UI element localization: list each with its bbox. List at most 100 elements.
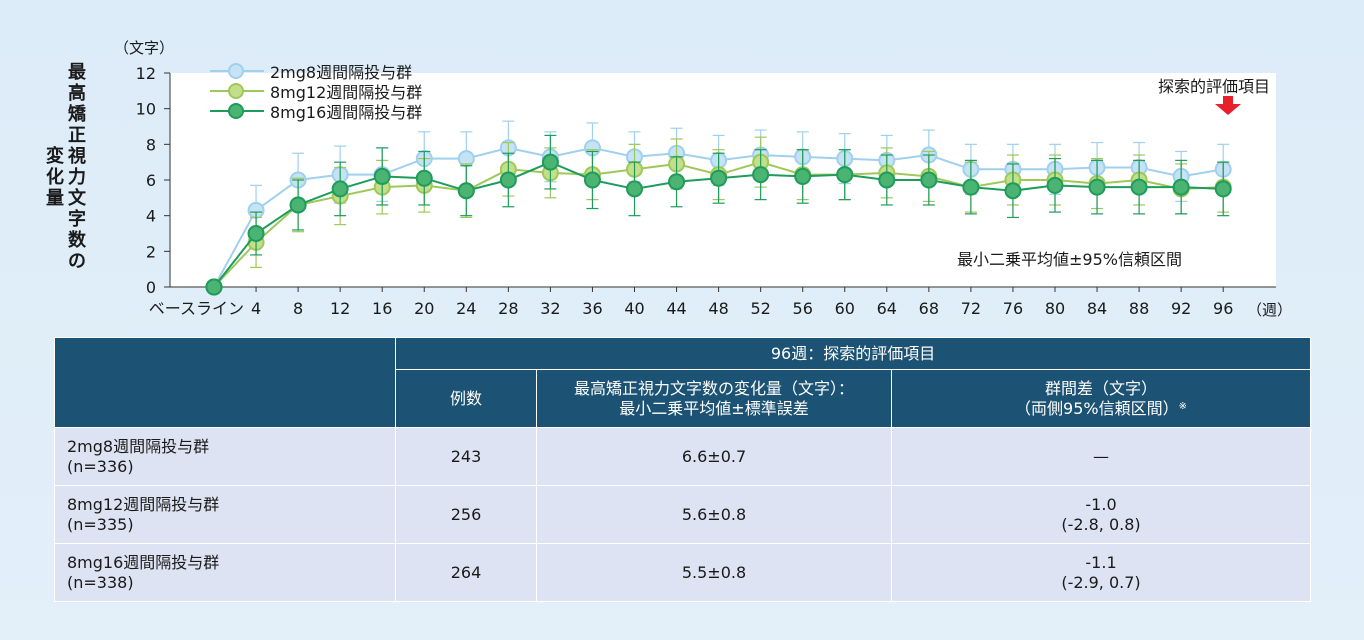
data-point [1046,176,1064,194]
legend-item: 8mg12週間隔投与群 [210,81,423,102]
x-tick-label: 40 [624,299,644,318]
footnote-mark: ※ [1178,400,1187,412]
y-tick-label: 6 [146,171,156,190]
table-header-row: 96週：探索的評価項目 [54,337,1312,428]
group-name: 8mg16週間隔投与群 [67,552,220,572]
data-point [710,169,728,187]
data-point [541,153,559,171]
header-blank [54,337,396,428]
table-row: 2mg8週間隔投与群 (n=336) 243 6.6±0.7 — [54,427,1312,486]
y-tick-label: 0 [146,278,156,297]
y-axis-unit: （文字） [114,39,175,57]
chart-area: 0 2 4 6 8 10 12 ベースライン 4 8 12 16 20 24 28 32 36 40 44 48 52 5… [46,39,1293,319]
legend-swatch-icon [210,101,264,121]
x-tick-label: 56 [793,299,813,318]
header-diff-line2: （両側95%信頼区間） [1015,398,1179,418]
x-tick-label: 80 [1045,299,1065,318]
data-point [668,173,686,191]
data-point [752,166,770,184]
diff-value: — [1093,446,1110,466]
legend-label: 2mg8週間隔投与群 [270,63,413,82]
x-tick-label: 44 [666,299,686,318]
diff-cell: -1.0 (-2.8, 0.8) [890,485,1312,544]
baseline-point [205,278,223,296]
y-axis-title-2: 変化量 [46,146,64,209]
x-tick-label: 32 [540,299,560,318]
group-cell: 8mg16週間隔投与群 (n=338) [54,543,396,602]
x-tick-label: 72 [961,299,981,318]
group-n: (n=336) [67,456,134,476]
data-point [1004,182,1022,200]
legend-item: 2mg8週間隔投与群 [210,61,422,82]
diff-cell: -1.1 (-2.9, 0.7) [890,543,1312,602]
group-n: (n=335) [67,514,134,534]
change-cell: 5.5±0.8 [536,543,892,602]
diff-ci: (-2.9, 0.7) [1061,572,1141,592]
group-n: (n=338) [67,572,134,592]
x-tick-label: 4 [251,299,261,318]
x-tick-label: 68 [919,299,939,318]
data-point [1172,178,1190,196]
x-tick-label: 48 [708,299,728,318]
x-tick-label: 36 [582,299,602,318]
x-tick-label: 8 [293,299,303,318]
data-point [836,166,854,184]
header-change-line1: 最高矯正視力文字数の変化量（文字）： [573,378,854,398]
data-point [626,180,643,198]
legend-label: 8mg12週間隔投与群 [270,83,423,102]
group-name: 8mg12週間隔投与群 [67,494,220,514]
legend-swatch-icon [210,61,264,81]
x-tick-label: 64 [877,299,897,318]
data-point [415,169,433,187]
change-cell: 5.6±0.8 [536,485,892,544]
header-change-line2: 最小二乗平均値±標準誤差 [619,398,809,418]
data-point [583,171,601,189]
data-point [247,225,265,242]
data-point [1214,180,1232,198]
series-2 [205,134,1232,296]
data-point [289,196,307,214]
table-row: 8mg12週間隔投与群 (n=335) 256 5.6±0.8 -1.0 (-2.8… [54,485,1312,544]
diff-ci: (-2.8, 0.8) [1061,514,1141,534]
x-tick-label: 24 [456,299,476,318]
header-change: 最高矯正視力文字数の変化量（文字）： 最小二乗平均値±標準誤差 [536,369,892,428]
header-span: 96週：探索的評価項目 [394,337,1312,370]
x-tick-label: 60 [835,299,855,318]
group-name: 2mg8週間隔投与群 [67,436,210,456]
y-tick-label: 12 [136,64,156,83]
x-tick-label: 28 [498,299,518,318]
table-row: 8mg16週間隔投与群 (n=338) 264 5.5±0.8 -1.1 (-2.9… [54,543,1312,602]
x-axis-unit: （週） [1247,301,1293,319]
legend: 2mg8週間隔投与群 8mg12週間隔投与群 8mg16週間隔投与群 [210,61,423,122]
x-tick-label: ベースライン [149,299,244,318]
x-tick-label: 88 [1129,299,1149,318]
group-cell: 2mg8週間隔投与群 (n=336) [54,427,396,486]
x-tick-label: 96 [1213,299,1233,318]
data-point [794,167,812,185]
x-tick-label: 76 [1003,299,1023,318]
data-point [499,171,517,189]
group-cell: 8mg12週間隔投与群 (n=335) [54,485,396,544]
data-point [457,182,475,200]
x-tick-label: 12 [330,299,350,318]
data-point [1088,178,1106,196]
diff-cell: — [890,427,1312,486]
n-cell: 264 [395,543,537,602]
data-point [920,171,938,189]
change-cell: 6.6±0.7 [536,427,892,486]
x-tick-label: 52 [750,299,770,318]
header-diff-line1: 群間差（文字） [1045,378,1158,398]
n-cell: 243 [395,427,537,486]
n-cell: 256 [395,485,537,544]
x-tick-label: 16 [372,299,392,318]
y-tick-label: 2 [146,242,156,261]
legend-swatch-icon [210,81,264,101]
y-tick-label: 10 [136,100,156,119]
legend-item: 8mg16週間隔投与群 [210,101,423,122]
legend-label: 8mg16週間隔投与群 [270,103,423,122]
header-n: 例数 [395,369,537,428]
y-axis-title-1: 最高矯正視力文字数の [68,62,86,272]
data-point [373,167,391,185]
x-tick-label: 84 [1087,299,1107,318]
